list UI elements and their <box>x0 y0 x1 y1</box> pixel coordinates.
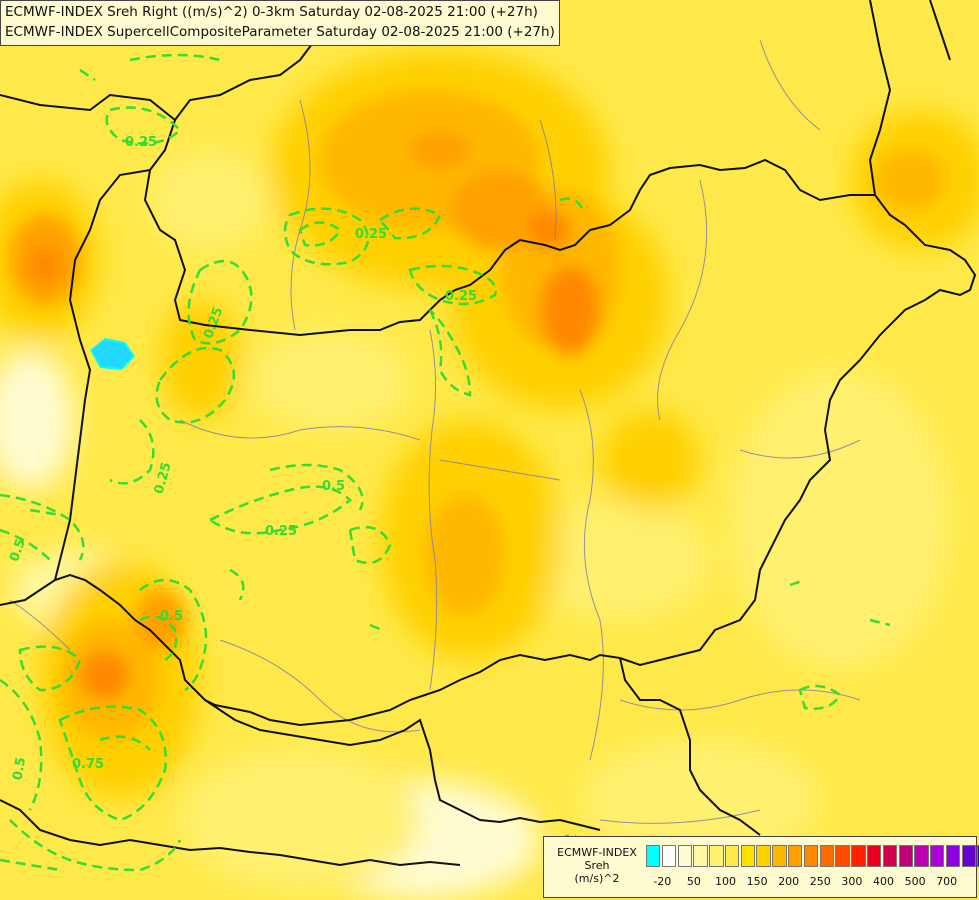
legend-swatch <box>646 845 661 867</box>
contour-label: 0.25 <box>355 227 387 242</box>
legend-color-bar <box>646 845 979 867</box>
title-line-1: ECMWF-INDEX Sreh Right ((m/s)^2) 0-3km S… <box>5 4 538 20</box>
scp-contours <box>0 53 891 872</box>
legend-tick-label: 300 <box>841 875 863 888</box>
contour-label: 0.5 <box>10 756 29 781</box>
legend-swatch <box>819 845 834 867</box>
legend-tick-label: 200 <box>778 875 800 888</box>
legend-swatch <box>803 845 819 867</box>
legend-swatch <box>898 845 913 867</box>
contour-label: 0.25 <box>125 135 157 150</box>
map-title-box: ECMWF-INDEX Sreh Right ((m/s)^2) 0-3km S… <box>0 0 560 46</box>
contour-label: 0.5 <box>7 537 29 564</box>
legend-title-line: Sreh <box>584 859 610 872</box>
contour-label: 0.25 <box>445 289 477 304</box>
legend-swatch <box>866 845 882 867</box>
legend-tick-label: 150 <box>746 875 768 888</box>
legend-ticks: -20 50 100 150 200 250 300 400 500 700 <box>646 875 976 889</box>
legend-tick-label: 700 <box>936 875 958 888</box>
legend-swatch <box>961 845 977 867</box>
legend-swatch <box>788 845 803 867</box>
legend-tick-label: -20 <box>653 875 672 888</box>
color-legend: ECMWF-INDEX Sreh (m/s)^2 -20 50 100 150 200 2… <box>543 836 979 898</box>
contour-label: 0.75 <box>72 757 104 772</box>
legend-swatch <box>851 845 866 867</box>
legend-swatch <box>772 845 787 867</box>
legend-tick-label: 500 <box>904 875 926 888</box>
legend-swatch <box>977 845 979 867</box>
legend-tick-label: 250 <box>809 875 831 888</box>
contour-label: 0.5 <box>322 479 345 494</box>
title-line-2: ECMWF-INDEX SupercellCompositeParameter … <box>5 24 555 40</box>
legend-swatch <box>835 845 850 867</box>
legend-title-line: ECMWF-INDEX <box>557 846 637 859</box>
legend-swatch <box>709 845 724 867</box>
legend-swatch <box>740 845 756 867</box>
legend-tick-label: 100 <box>715 875 736 888</box>
legend-title-line: (m/s)^2 <box>574 872 620 885</box>
legend-swatch <box>724 845 740 867</box>
legend-tick-label: 400 <box>873 875 894 888</box>
contour-label: 0.5 <box>160 609 183 624</box>
legend-swatch <box>756 845 771 867</box>
legend-swatch <box>930 845 945 867</box>
legend-swatch <box>677 845 692 867</box>
legend-swatch <box>882 845 898 867</box>
legend-swatch <box>945 845 961 867</box>
legend-swatch <box>914 845 929 867</box>
rivers <box>9 39 861 824</box>
sreh-field-core <box>10 90 945 740</box>
legend-title: ECMWF-INDEX Sreh (m/s)^2 <box>552 846 642 885</box>
legend-swatch <box>693 845 708 867</box>
legend-tick-label: 50 <box>686 875 701 888</box>
contour-label: 0.25 <box>265 524 297 539</box>
legend-swatch <box>661 845 677 867</box>
